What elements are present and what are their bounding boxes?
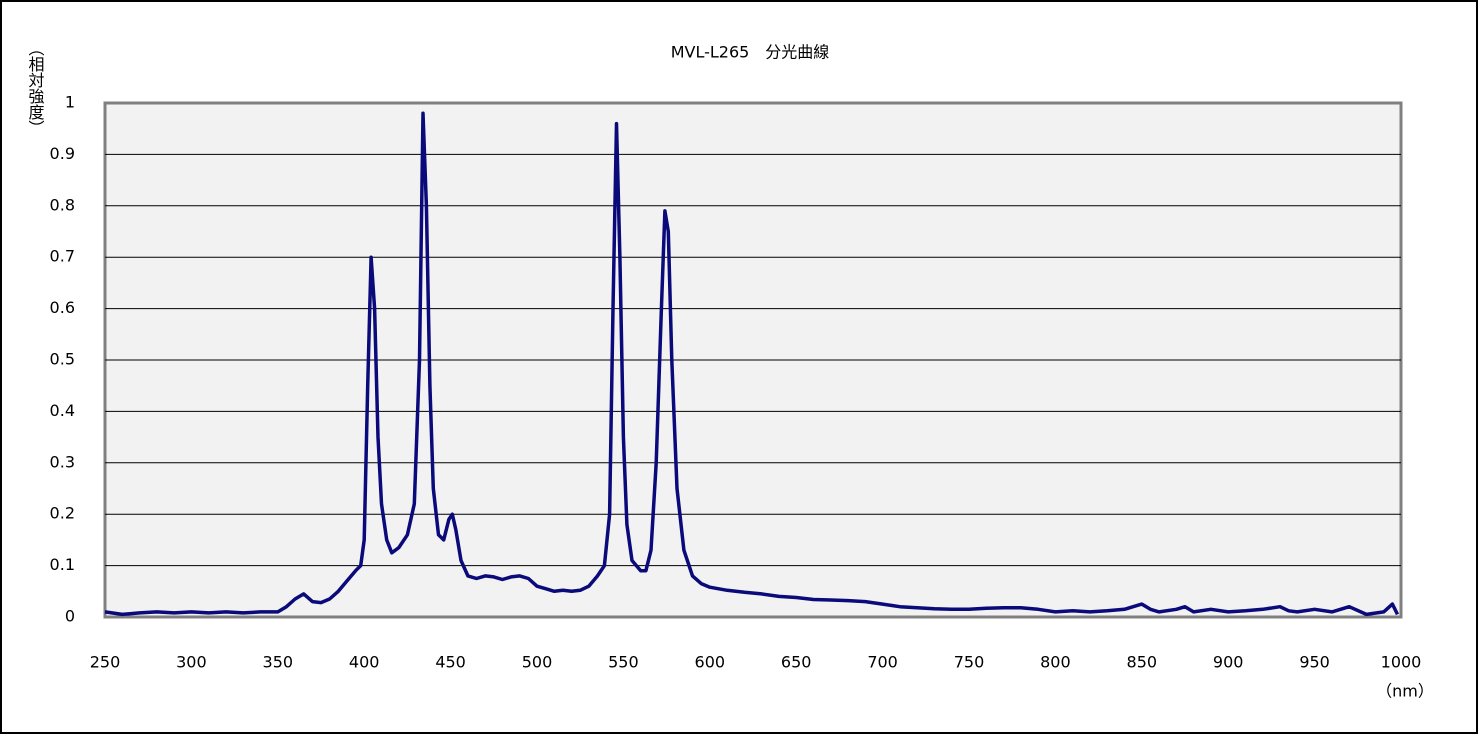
spectrum-line <box>104 111 1400 617</box>
x-tick-label: 1000 <box>1381 653 1422 672</box>
y-tick-label: 1 <box>65 93 75 112</box>
x-tick-label: 650 <box>781 653 812 672</box>
x-tick-label: 350 <box>263 653 294 672</box>
y-tick-label: 0.2 <box>50 504 75 523</box>
x-tick-label: 800 <box>1040 653 1071 672</box>
y-tick-label: 0.7 <box>50 247 75 266</box>
y-tick-label: 0.3 <box>50 452 75 471</box>
x-tick-label: 450 <box>435 653 466 672</box>
y-tick-label: 0.8 <box>50 195 75 214</box>
x-tick-label: 700 <box>867 653 898 672</box>
x-tick-label: 900 <box>1213 653 1244 672</box>
x-tick-label: 500 <box>522 653 553 672</box>
x-tick-label: 400 <box>349 653 380 672</box>
x-tick-label: 850 <box>1127 653 1158 672</box>
x-tick-label: 300 <box>176 653 207 672</box>
y-tick-label: 0 <box>65 607 75 626</box>
x-tick-label: 550 <box>608 653 639 672</box>
y-axis-label: （相対強度） <box>26 40 45 136</box>
x-tick-label: 250 <box>90 653 121 672</box>
x-axis-label: （nm） <box>1376 682 1434 701</box>
x-tick-label: 950 <box>1299 653 1330 672</box>
y-tick-label: 0.4 <box>50 401 75 420</box>
y-tick-label: 0.1 <box>50 555 75 574</box>
y-tick-label: 0.6 <box>50 298 75 317</box>
y-tick-label: 0.5 <box>50 350 75 369</box>
x-tick-label: 750 <box>954 653 985 672</box>
y-tick-label: 0.9 <box>50 144 75 163</box>
x-tick-label: 600 <box>695 653 726 672</box>
chart-title: MVL-L265 分光曲線 <box>671 43 830 62</box>
